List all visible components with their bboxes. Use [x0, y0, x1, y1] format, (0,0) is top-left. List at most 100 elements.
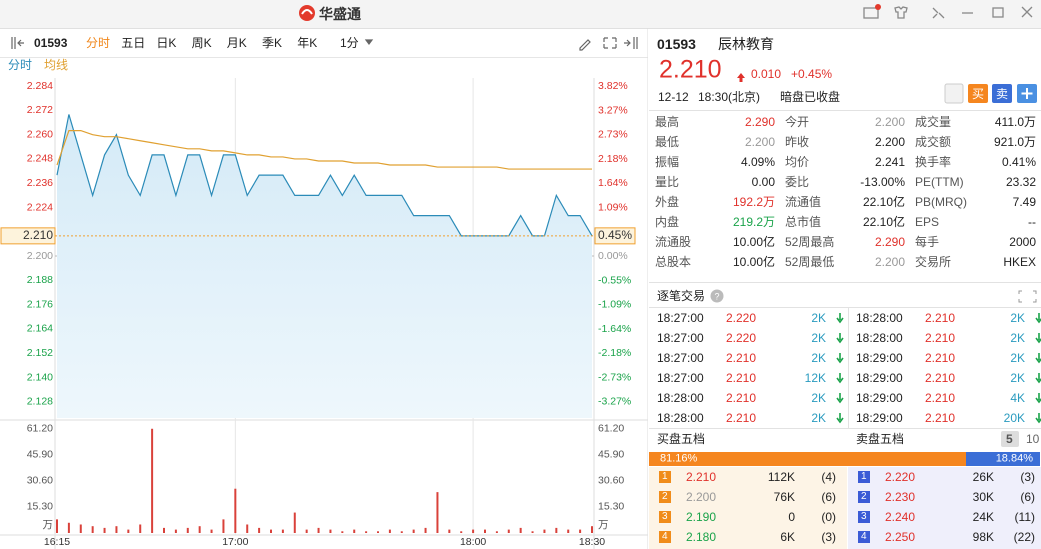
trade-price: 2.210 [925, 331, 956, 345]
book-count: (3) [821, 530, 836, 544]
quote-date: 12-12 [658, 90, 689, 104]
last-pct-box [594, 227, 636, 245]
x-tick-label: 18:30 [579, 536, 605, 548]
book-volume: 98K [972, 530, 994, 544]
buy-label[interactable]: 买 [972, 87, 985, 101]
level-number: 1 [861, 471, 867, 482]
dropdown-arrow[interactable] [364, 39, 374, 45]
title-bar [0, 0, 1041, 29]
level-badge [659, 531, 671, 543]
stat-label: 总市值 [785, 215, 822, 229]
sell-label[interactable]: 卖 [996, 87, 1009, 101]
last-price-box [0, 227, 56, 245]
volume-bar [281, 529, 284, 533]
expand-icon[interactable] [624, 37, 638, 49]
draw-icon[interactable] [579, 39, 591, 51]
down-arrow [1035, 353, 1041, 364]
y-tick-label: 2.272 [27, 104, 53, 116]
y2-tick-label: 3.82% [598, 80, 628, 92]
stat-value: -13.00% [860, 175, 905, 189]
collapse-icon[interactable] [11, 37, 24, 49]
book-price: 2.230 [885, 490, 916, 504]
volume-tick-label: 45.90 [27, 449, 53, 461]
down-arrow [836, 393, 844, 404]
stat-label: 外盘 [655, 195, 680, 209]
level-number: 3 [861, 511, 867, 522]
volume-tick-label: 61.20 [598, 423, 624, 435]
trade-time: 18:28:00 [856, 311, 903, 325]
stat-label: 成交额 [915, 135, 952, 149]
depth-option[interactable]: 10 [1026, 432, 1040, 446]
volume-bar [388, 529, 391, 533]
down-arrow [1035, 313, 1041, 324]
trade-volume: 2K [811, 391, 826, 405]
level-number: 2 [662, 491, 668, 502]
volume-bar [555, 527, 558, 533]
close-icon[interactable] [1021, 6, 1033, 18]
brand-logo [299, 5, 315, 21]
window-icons [299, 4, 1033, 21]
trade-volume: 2K [1010, 311, 1025, 325]
maximize-icon[interactable] [992, 7, 1004, 18]
book-price: 2.180 [686, 530, 717, 544]
separator [649, 110, 1041, 111]
stat-value: 2.200 [874, 135, 905, 149]
stock-code: 01593 [34, 36, 68, 50]
legend-entry: 分时 [8, 58, 32, 72]
y2-tick-label: 2.73% [598, 128, 628, 140]
depth-option[interactable]: 5 [1006, 432, 1013, 446]
stat-value: 2.200 [874, 115, 905, 129]
period-tab[interactable]: 五日 [121, 36, 146, 50]
volume-bar [329, 529, 332, 533]
book-count: (3) [1020, 470, 1035, 484]
down-arrow [1035, 373, 1041, 384]
y-tick-label: 2.164 [27, 323, 53, 335]
volume-bar [305, 529, 308, 533]
volume-tick-label: 30.60 [598, 475, 624, 487]
y-tick-label: 2.248 [27, 153, 53, 165]
mail-icon[interactable] [863, 7, 879, 19]
down-arrow [836, 333, 844, 344]
y2-tick-label: 0.55% [598, 225, 628, 237]
volume-bar [210, 529, 213, 533]
book-volume: 112K [767, 470, 795, 484]
book-volume: 24K [972, 510, 994, 524]
quote-code: 01593 [657, 36, 696, 52]
volume-bar [495, 531, 498, 533]
stat-label: 交易所 [915, 255, 952, 269]
book-price: 2.200 [686, 490, 717, 504]
stat-label: 内盘 [655, 215, 680, 229]
quote-time: 18:30(北京) [698, 90, 761, 104]
period-tab[interactable]: 年K [297, 36, 318, 50]
level-badge [659, 471, 671, 483]
volume-bar [246, 524, 249, 533]
volume-tick-label: 61.20 [27, 423, 53, 435]
book-count: (6) [821, 490, 836, 504]
trade-time: 18:29:00 [856, 411, 903, 425]
period-tab[interactable]: 季K [262, 36, 283, 50]
volume-bar [424, 527, 427, 533]
level-number: 4 [662, 531, 668, 542]
volume-bar [365, 531, 368, 533]
period-tab[interactable]: 月K [226, 36, 247, 50]
volume-tick-label: 15.30 [27, 501, 53, 513]
stat-value: HKEX [1003, 255, 1036, 269]
skin-icon[interactable] [894, 6, 908, 19]
period-tab[interactable]: 分时 [86, 36, 111, 50]
interval-select[interactable]: 1分 [340, 36, 359, 50]
fullscreen-icon[interactable] [603, 37, 617, 49]
shrink-icon[interactable] [932, 7, 945, 19]
level-number: 1 [662, 471, 668, 482]
volume-bar [567, 529, 570, 533]
volume-bar [127, 529, 130, 533]
volume-bar [400, 531, 403, 533]
period-tab[interactable]: 日K [156, 36, 177, 50]
toolbar-icons [11, 37, 638, 51]
trade-volume: 2K [811, 411, 826, 425]
down-arrow [836, 313, 844, 324]
trade-volume: 2K [1010, 351, 1025, 365]
section-title: 买盘五档 [657, 432, 706, 446]
stat-label: 今开 [785, 115, 810, 129]
volume-bar [222, 519, 225, 533]
period-tab[interactable]: 周K [191, 36, 212, 50]
